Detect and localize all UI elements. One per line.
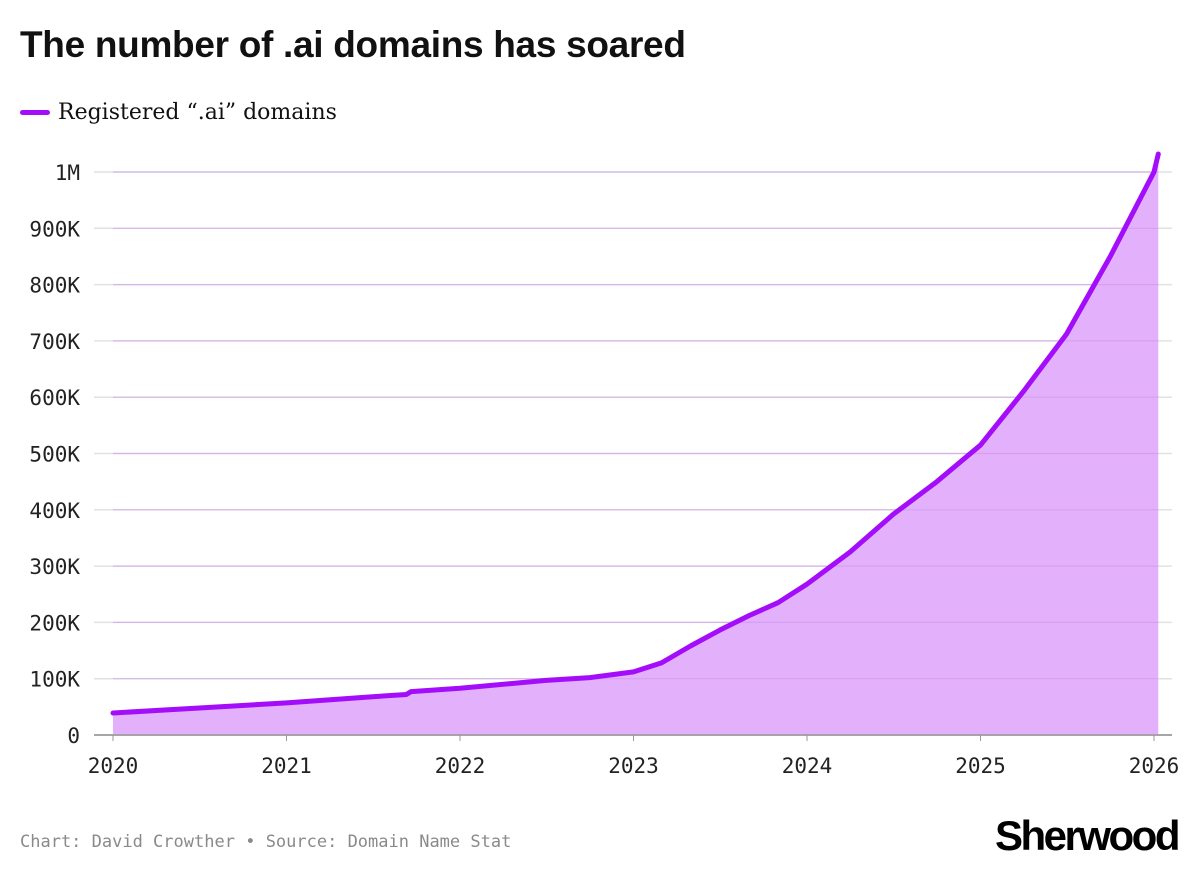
chart-title: The number of .ai domains has soared xyxy=(20,24,686,65)
area-fill xyxy=(113,154,1159,735)
source-credit: Source: Domain Name Stat xyxy=(265,832,512,852)
y-tick-label: 0 xyxy=(67,724,80,748)
y-tick-label: 800K xyxy=(29,274,80,298)
y-tick-label: 1M xyxy=(55,161,80,185)
chart-credit: Chart: David Crowther xyxy=(20,832,235,852)
y-tick-label: 100K xyxy=(29,668,80,692)
legend-label: Registered “.ai” domains xyxy=(58,100,337,125)
y-tick-label: 200K xyxy=(29,611,80,635)
y-tick-label: 900K xyxy=(29,217,80,241)
x-tick-label: 2020 xyxy=(88,754,139,778)
x-tick-label: 2022 xyxy=(435,754,486,778)
series-line xyxy=(110,151,1161,716)
y-tick-label: 600K xyxy=(29,386,80,410)
x-tick-label: 2024 xyxy=(782,754,833,778)
footer: Chart: David Crowther • Source: Domain N… xyxy=(20,832,511,852)
separator-dot: • xyxy=(245,832,256,852)
y-tick-label: 400K xyxy=(29,499,80,523)
y-tick-label: 500K xyxy=(29,443,80,467)
x-tick-label: 2025 xyxy=(955,754,1006,778)
legend: Registered “.ai” domains xyxy=(20,100,337,125)
x-tick-label: 2023 xyxy=(608,754,659,778)
x-tick-label: 2021 xyxy=(261,754,312,778)
x-tick-label: 2026 xyxy=(1129,754,1180,778)
y-tick-label: 300K xyxy=(29,555,80,579)
sherwood-logo: Sherwood xyxy=(994,812,1181,859)
y-tick-label: 700K xyxy=(29,330,80,354)
legend-swatch xyxy=(20,110,50,115)
